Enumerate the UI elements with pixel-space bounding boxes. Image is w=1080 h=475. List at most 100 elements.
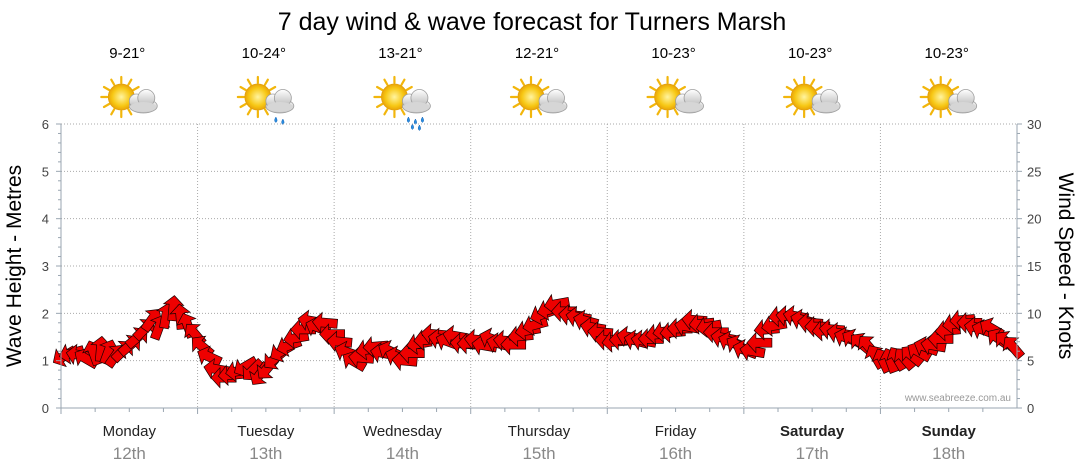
- sun-ray: [102, 102, 111, 109]
- sun-ray: [951, 85, 960, 92]
- sun-ray: [673, 108, 679, 116]
- chart-title: 7 day wind & wave forecast for Turners M…: [278, 8, 787, 36]
- cloud-shape: [265, 89, 295, 125]
- sun-ray: [656, 78, 662, 86]
- sun-ray: [922, 85, 930, 92]
- day-name: Monday: [103, 423, 157, 440]
- day-name: Friday: [655, 423, 697, 440]
- sun-ray: [263, 78, 269, 86]
- sun-ray: [815, 85, 823, 92]
- cloud-shape: [538, 89, 568, 114]
- cloud-part: [403, 102, 430, 112]
- day-name: Sunday: [922, 423, 977, 440]
- source-credit: www.seabreeze.com.au: [904, 393, 1011, 404]
- sun-ray: [127, 108, 133, 116]
- y-right-tick-label: 20: [1027, 212, 1041, 227]
- sun-ray: [946, 108, 952, 116]
- sun-ray: [673, 78, 679, 86]
- sun-ray: [239, 85, 247, 92]
- sun-ray: [102, 85, 111, 92]
- day-date: 15th: [522, 444, 555, 463]
- partly-cloudy-icon: [919, 75, 978, 119]
- sun-ray: [110, 78, 116, 86]
- sun-ray: [946, 78, 952, 86]
- sun-ray: [127, 78, 133, 86]
- wind-arrow: [739, 339, 766, 362]
- cloud-shape: [128, 89, 158, 114]
- y-axis-left-title: Wave Height - Metres: [3, 165, 26, 367]
- sun-ray: [810, 78, 816, 86]
- sun-ray: [519, 108, 526, 116]
- sun-ray: [376, 102, 384, 109]
- cloud-part: [949, 102, 976, 112]
- day-date: 17th: [796, 444, 829, 463]
- y-left-tick-label: 6: [42, 117, 49, 132]
- wind-arrow: [746, 331, 773, 354]
- day-name: Wednesday: [363, 423, 442, 440]
- sun-ray: [929, 108, 935, 116]
- wind-arrow: [311, 311, 339, 334]
- rain-drop: [281, 118, 285, 125]
- rain-drop: [274, 116, 278, 123]
- showers-icon: [236, 75, 295, 125]
- cloud-part: [266, 102, 293, 112]
- day-date: 16th: [659, 444, 692, 463]
- wind-arrow: [326, 330, 353, 353]
- sun-ray: [519, 78, 526, 86]
- temp-range: 9-21°: [109, 45, 145, 62]
- sun-ray: [239, 102, 247, 109]
- temp-range: 10-24°: [242, 45, 286, 62]
- day-name: Saturday: [780, 423, 845, 440]
- cloud-shape: [811, 89, 841, 114]
- sun-ray: [383, 78, 389, 86]
- rain-drop: [420, 116, 424, 123]
- sun-ray: [793, 108, 799, 116]
- wind-arrow: [1002, 337, 1026, 360]
- y-right-tick-label: 30: [1027, 117, 1041, 132]
- temp-range: 13-21°: [378, 45, 422, 62]
- day-name: Thursday: [508, 423, 571, 440]
- sun-ray: [649, 85, 657, 92]
- y-right-tick-label: 15: [1027, 259, 1041, 274]
- sun-ray: [536, 108, 543, 116]
- y-left-tick-label: 4: [42, 212, 49, 227]
- sun-ray: [263, 108, 269, 116]
- day-name: Tuesday: [237, 423, 294, 440]
- day-date: 12th: [113, 444, 146, 463]
- day-date: 18th: [932, 444, 965, 463]
- partly-cloudy-icon: [646, 75, 704, 119]
- wind-arrow: [197, 345, 223, 367]
- sun-ray: [785, 85, 794, 92]
- temp-range: 12-21°: [515, 45, 559, 62]
- cloud-part: [540, 102, 566, 112]
- y-left-tick-label: 1: [42, 354, 49, 369]
- y-right-tick-label: 0: [1027, 401, 1034, 416]
- sun-ray: [929, 78, 935, 86]
- y-right-tick-label: 5: [1027, 354, 1034, 369]
- partly-cloudy-icon: [100, 75, 158, 119]
- sun-ray: [793, 78, 799, 86]
- rain-icon: [373, 75, 431, 131]
- sun-ray: [383, 108, 389, 116]
- y-left-tick-label: 3: [42, 259, 49, 274]
- partly-cloudy-icon: [509, 75, 568, 119]
- cloud-shape: [402, 89, 431, 131]
- sun-ray: [246, 78, 252, 86]
- cloud-part: [130, 102, 157, 112]
- sun-ray: [110, 108, 116, 116]
- sun-ray: [542, 85, 550, 92]
- sun-ray: [400, 78, 406, 86]
- sun-ray: [268, 85, 277, 92]
- sun-ray: [656, 108, 662, 116]
- y-left-tick-label: 5: [42, 164, 49, 179]
- partly-cloudy-icon: [783, 75, 841, 119]
- sun-ray: [376, 85, 384, 92]
- temp-range: 10-23°: [925, 45, 969, 62]
- sun-ray: [922, 102, 930, 109]
- sun-ray: [810, 108, 816, 116]
- y-right-tick-label: 25: [1027, 164, 1041, 179]
- cloud-shape: [675, 89, 704, 114]
- rain-drop: [410, 123, 414, 130]
- sun-ray: [678, 85, 686, 92]
